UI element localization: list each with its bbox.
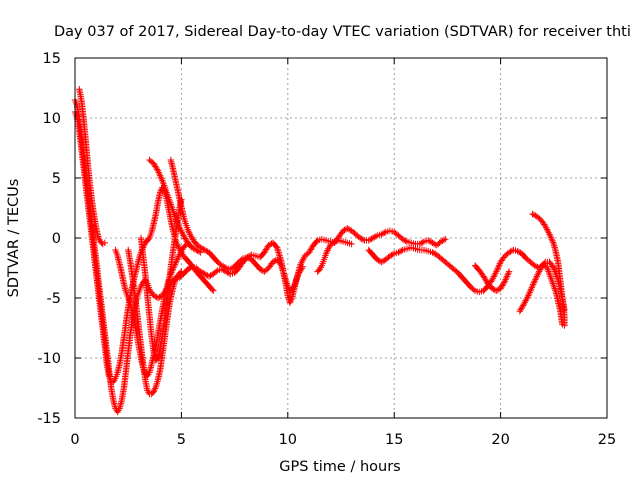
series-12-markers <box>529 210 568 329</box>
series-2-markers <box>76 86 108 248</box>
series-5-markers <box>137 196 185 364</box>
y-tick-label: 5 <box>52 171 61 187</box>
x-tick-label: 20 <box>491 432 509 448</box>
data-marks <box>71 86 568 416</box>
series-7-markers <box>167 156 306 296</box>
series-5 <box>137 196 185 364</box>
series-8 <box>314 237 355 275</box>
series-6-markers <box>146 156 204 256</box>
x-tick-label: 0 <box>70 432 79 448</box>
y-tick-label: -10 <box>37 351 61 367</box>
series-6 <box>146 156 204 256</box>
series-10-markers <box>471 262 513 294</box>
x-tick-label: 25 <box>598 432 616 448</box>
series-7 <box>167 156 306 296</box>
x-tick-label: 10 <box>279 432 297 448</box>
series-12 <box>529 210 568 329</box>
y-tick-label: 0 <box>52 231 61 247</box>
y-tick-label: -15 <box>37 411 61 427</box>
series-8-markers <box>314 237 355 275</box>
x-tick-label: 5 <box>177 432 186 448</box>
y-tick-label: -5 <box>47 291 61 307</box>
plot-frame <box>74 57 608 419</box>
x-axis-label: GPS time / hours <box>279 459 400 475</box>
series-2 <box>76 86 108 248</box>
x-tick-label: 15 <box>385 432 403 448</box>
y-axis-label: SDTVAR / TECUs <box>6 179 22 298</box>
series-10 <box>471 262 513 294</box>
y-tick-label: 10 <box>43 111 61 127</box>
y-tick-label: 15 <box>43 51 61 67</box>
chart-title: Day 037 of 2017, Sidereal Day-to-day VTE… <box>54 24 631 40</box>
